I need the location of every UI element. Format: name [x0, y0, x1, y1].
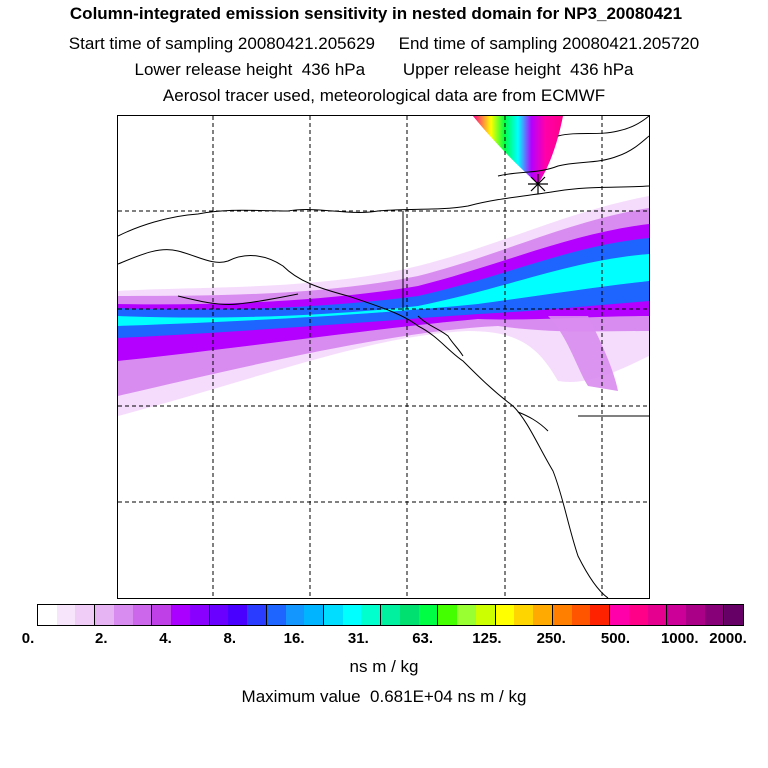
colorbar-cell	[457, 605, 476, 625]
colorbar-cell	[666, 605, 686, 625]
colorbar-cell	[189, 605, 209, 625]
colorbar-cell	[399, 605, 419, 625]
colorbar-tick-label: 2000.	[709, 630, 747, 647]
colorbar-tick-label: 63.	[412, 630, 434, 647]
plot-title: Column-integrated emission sensitivity i…	[69, 4, 683, 23]
colorbar-cell	[113, 605, 133, 625]
plume-blue	[118, 238, 649, 338]
colorbar-cell	[609, 605, 629, 625]
colorbar-tick-label: 4.	[159, 630, 172, 647]
colorbar-cell	[418, 605, 438, 625]
release-heights-line: Lower release height 436 hPa Upper relea…	[0, 60, 768, 80]
colorbar-cell	[571, 605, 591, 625]
lower-release-label: Lower release height 436 hPa	[134, 60, 366, 79]
maximum-value-label: Maximum value 0.681E+04 ns m / kg	[241, 687, 527, 706]
colorbar-cell	[38, 605, 57, 625]
colorbar-cell	[228, 605, 248, 625]
colorbar-cell	[132, 605, 152, 625]
map-gridlines	[118, 116, 649, 598]
colorbar-cell	[723, 605, 744, 625]
colorbar-cell	[342, 605, 362, 625]
colorbar-cell	[247, 605, 266, 625]
plume-cyan	[118, 254, 649, 326]
map-canvas	[118, 116, 649, 598]
colorbar-cell	[437, 605, 458, 625]
start-time-label: Start time of sampling 20080421.205629	[68, 34, 376, 53]
upper-release-label: Upper release height 436 hPa	[402, 60, 634, 79]
colorbar-cell	[514, 605, 534, 625]
colorbar-cell	[647, 605, 667, 625]
tracer-info-line: Aerosol tracer used, meteorological data…	[162, 86, 606, 105]
colorbar-cell	[94, 605, 114, 625]
colorbar-cell	[494, 605, 515, 625]
colorbar-tick-label: 8.	[223, 630, 237, 647]
colorbar-cell	[590, 605, 610, 625]
emission-sensitivity-map	[117, 115, 650, 599]
colorbar-cell	[304, 605, 324, 625]
colorbar-cell	[171, 605, 190, 625]
colorbar-cell	[208, 605, 229, 625]
colorbar	[37, 604, 744, 626]
colorbar-tick-labels: 0. 2. 4. 8. 16. 31. 63. 125. 250. 500. 1000. 2000.	[0, 630, 768, 650]
colorbar-tick-label: 500.	[600, 630, 631, 647]
colorbar-tick-label: 1000.	[660, 630, 699, 647]
plume-south-branch	[548, 316, 618, 391]
colorbar-cell	[265, 605, 286, 625]
colorbar-cell	[380, 605, 400, 625]
sampling-times-line: Start time of sampling 20080421.205629 E…	[0, 34, 768, 54]
colorbar-unit-label: ns m / kg	[349, 657, 419, 676]
colorbar-cell	[361, 605, 381, 625]
map-coastlines	[118, 116, 649, 598]
colorbar-tick-label: 16.	[283, 630, 305, 647]
colorbar-cell	[533, 605, 552, 625]
colorbar-cell	[75, 605, 95, 625]
colorbar-tick-label: 125.	[472, 630, 502, 647]
colorbar-cell	[475, 605, 495, 625]
colorbar-tick-label: 31.	[347, 630, 369, 647]
colorbar-cell	[285, 605, 305, 625]
colorbar-cell	[151, 605, 172, 625]
colorbar-cell	[56, 605, 76, 625]
colorbar-cell	[628, 605, 648, 625]
colorbar-cell	[685, 605, 705, 625]
colorbar-cell	[704, 605, 724, 625]
colorbar-cell	[551, 605, 572, 625]
colorbar-tick-label: 0.	[21, 630, 35, 647]
plume-receptor-hotspot	[473, 116, 563, 184]
colorbar-cell	[323, 605, 343, 625]
receptor-marker	[528, 174, 548, 194]
colorbar-tick-label: 250.	[536, 630, 566, 647]
end-time-label: End time of sampling 20080421.205720	[398, 34, 700, 53]
colorbar-tick-label: 2.	[95, 630, 108, 647]
